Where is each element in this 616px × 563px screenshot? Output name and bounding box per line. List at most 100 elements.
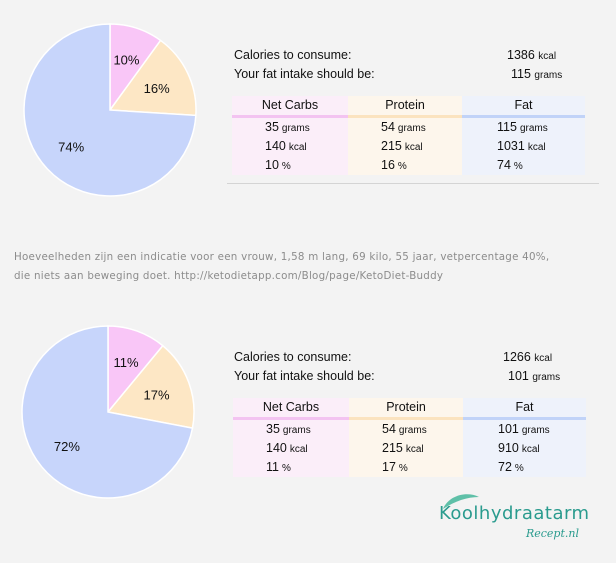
- macro-panel-1: Calories to consume: 1386 kcal Your fat …: [0, 0, 616, 190]
- cell-unit: grams: [397, 123, 426, 134]
- fat-header: Fat: [463, 398, 586, 420]
- macro-pie-chart-1: 10% 16% 74%: [23, 23, 197, 197]
- fat-column: Fat 101 grams 910 kcal 72%: [463, 398, 586, 477]
- net-carbs-header: Net Carbs: [232, 96, 348, 118]
- net-carbs-cell: 140 kcal: [232, 137, 348, 156]
- fat-intake-unit: grams: [534, 70, 563, 81]
- cell-value: 140: [265, 139, 286, 153]
- calories-unit: kcal: [534, 353, 553, 364]
- macro-table-1: Net Carbs 35 grams 140 kcal 10% Protein 54 grams…: [232, 96, 585, 175]
- protein-cell: 54 grams: [348, 118, 462, 137]
- pie-slice-label: 72%: [54, 439, 80, 454]
- macro-panel-2: Calories to consume: 1266 kcal Your fat …: [0, 340, 616, 480]
- cell-value: 215: [381, 139, 402, 153]
- protein-cell: 215 kcal: [348, 137, 462, 156]
- calories-label: Calories to consume:: [234, 48, 352, 62]
- calories-value-group: 1386 kcal: [507, 48, 556, 62]
- net-carbs-cell: 10%: [232, 156, 348, 175]
- cell-unit: grams: [398, 425, 427, 436]
- net-carbs-header: Net Carbs: [233, 398, 349, 420]
- pie-slice: [23, 23, 197, 197]
- cell-unit: kcal: [405, 444, 424, 455]
- cell-unit: grams: [519, 123, 548, 134]
- disclaimer-line-2: die niets aan beweging doet. http://keto…: [14, 270, 444, 282]
- fat-cell: 1031 kcal: [462, 137, 585, 156]
- calories-label: Calories to consume:: [234, 350, 352, 364]
- cell-value: 35: [266, 422, 280, 436]
- cell-unit: %: [398, 463, 408, 474]
- fat-column: Fat 115 grams 1031 kcal 74%: [462, 96, 585, 175]
- cell-value: 11: [266, 460, 279, 474]
- pie-slice-label: 16%: [144, 81, 170, 96]
- logo-subtitle: Recept.nl: [525, 527, 579, 540]
- disclaimer-line-1: Hoeveelheden zijn een indicatie voor een…: [14, 251, 550, 263]
- pie-slice-label: 11%: [114, 355, 139, 370]
- cell-value: 1031: [497, 139, 525, 153]
- cell-value: 35: [265, 120, 279, 134]
- cell-value: 101: [498, 422, 519, 436]
- fat-cell: 115 grams: [462, 118, 585, 137]
- pie-slice-label: 74%: [58, 140, 84, 155]
- fat-intake-value: 115: [511, 67, 531, 81]
- disclaimer-note: Hoeveelheden zijn een indicatie voor een…: [14, 248, 614, 286]
- protein-column: Protein 54 grams 215 kcal 17%: [349, 398, 463, 477]
- calories-value: 1266: [503, 350, 531, 364]
- section-divider: [227, 183, 599, 184]
- calories-unit: kcal: [538, 51, 557, 62]
- net-carbs-column: Net Carbs 35 grams 140 kcal 10%: [232, 96, 348, 175]
- calories-value-group: 1266 kcal: [503, 350, 552, 364]
- net-carbs-cell: 11%: [233, 458, 349, 477]
- macro-pie-chart-2: 11% 17% 72%: [21, 325, 195, 499]
- pie-slice: [108, 39, 197, 117]
- pie-slice: [106, 344, 195, 429]
- cell-value: 910: [498, 441, 519, 455]
- protein-cell: 16%: [348, 156, 462, 175]
- protein-column: Protein 54 grams 215 kcal 16%: [348, 96, 462, 175]
- cell-value: 215: [382, 441, 403, 455]
- cell-unit: %: [281, 161, 291, 172]
- logo-wordmark: Koolhydraatarm: [439, 503, 590, 524]
- cell-unit: %: [397, 161, 407, 172]
- cell-unit: grams: [282, 425, 311, 436]
- cell-value: 140: [266, 441, 287, 455]
- cell-value: 16: [381, 158, 395, 172]
- fat-intake-label: Your fat intake should be:: [234, 67, 375, 81]
- fat-header: Fat: [462, 96, 585, 118]
- fat-intake-value-group: 101 grams: [508, 369, 560, 383]
- pie-slice-label: 17%: [144, 388, 170, 403]
- cell-unit: grams: [281, 123, 310, 134]
- pie-slice-label: 10%: [113, 52, 139, 67]
- net-carbs-cell: 35 grams: [232, 118, 348, 137]
- cell-value: 74: [497, 158, 511, 172]
- cell-unit: %: [513, 161, 523, 172]
- cell-value: 54: [381, 120, 395, 134]
- cell-unit: kcal: [404, 142, 423, 153]
- cell-unit: kcal: [289, 444, 308, 455]
- protein-cell: 215 kcal: [349, 439, 463, 458]
- protein-header: Protein: [348, 96, 462, 118]
- fat-intake-value: 101: [508, 369, 529, 383]
- fat-intake-value-group: 115 grams: [511, 67, 562, 81]
- pie-slice: [21, 325, 194, 499]
- cell-unit: kcal: [521, 444, 540, 455]
- macro-table-2: Net Carbs 35 grams 140 kcal 11% Protein 54 grams…: [233, 398, 586, 477]
- net-carbs-cell: 35 grams: [233, 420, 349, 439]
- cell-value: 17: [382, 460, 396, 474]
- cell-unit: %: [514, 463, 524, 474]
- net-carbs-cell: 140 kcal: [233, 439, 349, 458]
- cell-unit: kcal: [527, 142, 546, 153]
- protein-header: Protein: [349, 398, 463, 420]
- cell-unit: %: [281, 463, 291, 474]
- protein-cell: 17%: [349, 458, 463, 477]
- leaf-icon: [443, 494, 479, 509]
- fat-cell: 72%: [463, 458, 586, 477]
- fat-intake-unit: grams: [532, 372, 561, 383]
- cell-value: 54: [382, 422, 396, 436]
- fat-intake-label: Your fat intake should be:: [234, 369, 375, 383]
- fat-cell: 101 grams: [463, 420, 586, 439]
- fat-cell: 74%: [462, 156, 585, 175]
- cell-value: 72: [498, 460, 512, 474]
- cell-unit: kcal: [288, 142, 307, 153]
- net-carbs-column: Net Carbs 35 grams 140 kcal 11%: [233, 398, 349, 477]
- cell-value: 115: [497, 120, 517, 134]
